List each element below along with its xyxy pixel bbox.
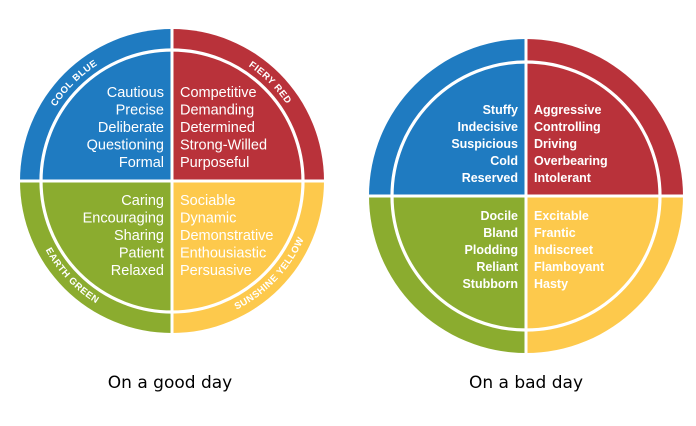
outer-quadrant-green bbox=[369, 196, 526, 353]
caption-good-day: On a good day bbox=[108, 373, 232, 393]
quadrant-red-traits: Competitive Demanding Determined Strong-Wil… bbox=[180, 85, 267, 171]
trait-green: Bland bbox=[483, 226, 518, 240]
trait-blue: Cold bbox=[490, 154, 518, 168]
trait-blue: Formal bbox=[119, 155, 164, 171]
trait-blue: Questioning bbox=[87, 138, 164, 154]
trait-yellow: Sociable bbox=[180, 193, 236, 209]
trait-red: Driving bbox=[534, 137, 577, 151]
outer-quadrant-red bbox=[526, 39, 683, 196]
trait-red: Controlling bbox=[534, 120, 601, 134]
trait-yellow: Enthousiastic bbox=[180, 246, 266, 262]
trait-yellow: Persuasive bbox=[180, 263, 252, 279]
outer-quadrant-red bbox=[172, 29, 324, 181]
trait-red: Overbearing bbox=[534, 154, 608, 168]
trait-blue: Precise bbox=[116, 103, 164, 119]
trait-yellow: Flamboyant bbox=[534, 260, 605, 274]
trait-yellow: Hasty bbox=[534, 277, 568, 291]
trait-yellow: Dynamic bbox=[180, 211, 236, 227]
quadrant-green-traits: Docile Bland Plodding Reliant Stubborn bbox=[462, 209, 518, 291]
trait-green: Stubborn bbox=[462, 277, 518, 291]
quadrant-yellow-traits: Excitable Frantic Indiscreet Flamboyant Hast… bbox=[534, 209, 605, 291]
trait-blue: Deliberate bbox=[98, 120, 164, 136]
diagram-good-day: Cautious Precise Deliberate Questioning Form… bbox=[18, 27, 326, 335]
trait-green: Patient bbox=[119, 246, 164, 262]
quadrant-green-traits: Caring Encouraging Sharing Patient Relaxed bbox=[83, 193, 164, 279]
trait-blue: Indecisive bbox=[458, 120, 518, 134]
caption-bad-day: On a bad day bbox=[469, 373, 583, 393]
trait-red: Purposeful bbox=[180, 155, 249, 171]
trait-blue: Suspicious bbox=[451, 137, 518, 151]
quadrant-yellow-traits: Sociable Dynamic Demonstrative Enthousiasti… bbox=[180, 193, 273, 279]
diagram-bad-day: Stuffy Indecisive Suspicious Cold Reserved Ag… bbox=[367, 37, 685, 355]
trait-red: Determined bbox=[180, 120, 255, 136]
trait-green: Encouraging bbox=[83, 211, 164, 227]
trait-green: Reliant bbox=[476, 260, 519, 274]
outer-quadrant-yellow bbox=[526, 196, 683, 353]
trait-red: Aggressive bbox=[534, 103, 601, 117]
trait-yellow: Demonstrative bbox=[180, 228, 273, 244]
outer-quadrant-green bbox=[20, 181, 172, 333]
trait-blue: Cautious bbox=[107, 85, 164, 101]
outer-quadrant-blue bbox=[369, 39, 526, 196]
trait-red: Demanding bbox=[180, 103, 254, 119]
trait-yellow: Frantic bbox=[534, 226, 576, 240]
trait-green: Caring bbox=[121, 193, 164, 209]
trait-red: Strong-Willed bbox=[180, 138, 267, 154]
trait-green: Sharing bbox=[114, 228, 164, 244]
trait-red: Intolerant bbox=[534, 171, 592, 185]
trait-green: Plodding bbox=[465, 243, 518, 257]
trait-green: Relaxed bbox=[111, 263, 164, 279]
trait-blue: Stuffy bbox=[483, 103, 518, 117]
trait-blue: Reserved bbox=[462, 171, 518, 185]
quadrant-red-traits: Aggressive Controlling Driving Overbearing I… bbox=[534, 103, 608, 185]
quadrant-blue-traits: Stuffy Indecisive Suspicious Cold Reserved bbox=[451, 103, 518, 185]
trait-yellow: Excitable bbox=[534, 209, 589, 223]
quadrant-blue-traits: Cautious Precise Deliberate Questioning Form… bbox=[87, 85, 164, 171]
trait-red: Competitive bbox=[180, 85, 257, 101]
outer-quadrant-blue bbox=[20, 29, 172, 181]
trait-yellow: Indiscreet bbox=[534, 243, 594, 257]
trait-green: Docile bbox=[480, 209, 518, 223]
outer-quadrant-yellow bbox=[172, 181, 324, 333]
